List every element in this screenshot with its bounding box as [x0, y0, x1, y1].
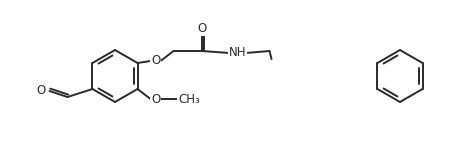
Text: O: O	[36, 85, 45, 97]
Text: O: O	[151, 55, 160, 67]
Text: O: O	[151, 93, 160, 105]
Text: CH₃: CH₃	[179, 93, 201, 105]
Text: NH: NH	[229, 47, 246, 59]
Text: O: O	[197, 21, 206, 35]
